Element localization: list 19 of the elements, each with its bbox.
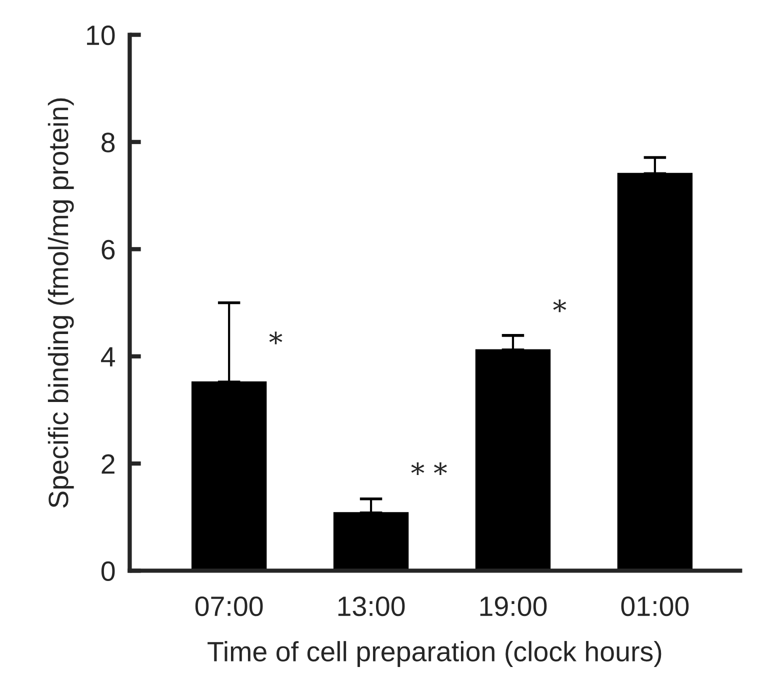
x-tick-label: 19:00 [480, 596, 547, 616]
annotation: * [553, 299, 566, 312]
y-tick-label: 0 [101, 561, 115, 582]
bar [191, 381, 267, 571]
bar [333, 512, 409, 571]
y-tick-label: 4 [101, 347, 116, 366]
y-axis-title: Specific binding (fmol/mg protein) [48, 98, 74, 508]
annotation: * * [411, 462, 447, 476]
bar [475, 349, 551, 571]
annotation: * [269, 332, 282, 344]
x-tick-label: 13:00 [338, 596, 405, 616]
x-tick-label: 01:00 [621, 596, 689, 616]
y-tick-label: 10 [87, 25, 115, 46]
y-tick-label: 6 [102, 240, 115, 260]
y-tick-label: 2 [102, 454, 114, 474]
y-tick-label: 8 [102, 132, 115, 152]
bar [617, 172, 693, 571]
x-tick-label: 07:00 [195, 596, 263, 616]
x-axis-title: Time of cell preparation (clock hours) [208, 641, 662, 667]
